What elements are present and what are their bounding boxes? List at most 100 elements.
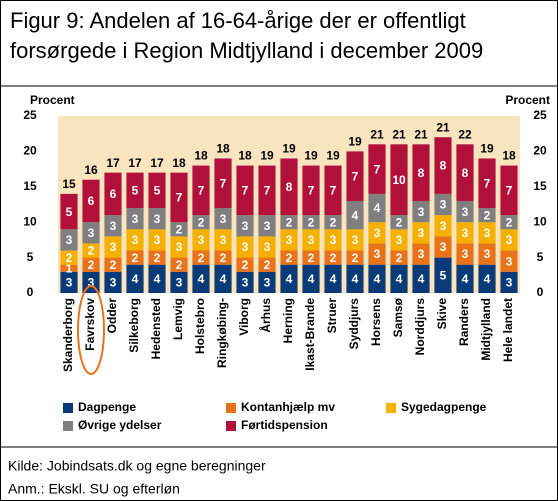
bar-segment: [236, 165, 254, 216]
bar-segment: [346, 151, 364, 201]
bar-segment: [412, 200, 430, 223]
x-tick-label: Randers: [457, 298, 471, 346]
value-label: 3: [506, 276, 513, 290]
legend-swatch: [63, 421, 73, 431]
bar-segment: [82, 243, 100, 258]
y-tick-label: 20: [23, 144, 37, 158]
bar-segment: [104, 257, 122, 272]
value-label: 2: [220, 251, 227, 265]
value-label: 7: [308, 184, 315, 198]
bar-segment: [280, 158, 298, 216]
value-label: 4: [352, 272, 359, 286]
bar-segment: [456, 264, 474, 293]
bar-segment: [500, 229, 518, 251]
total-label: 21: [392, 127, 406, 141]
bar-segment: [500, 271, 518, 293]
bar-segment: [500, 165, 518, 216]
value-label: 2: [308, 251, 315, 265]
x-tick-label: Århus: [258, 298, 273, 333]
bar-segment: [346, 264, 364, 293]
value-label: 2: [154, 251, 161, 265]
value-label: 2: [286, 251, 293, 265]
bar-segment: [258, 271, 276, 293]
value-label: 3: [264, 240, 271, 254]
bar-segment: [456, 200, 474, 223]
value-label: 3: [418, 226, 425, 240]
value-label: 3: [132, 212, 139, 226]
value-label: 4: [396, 272, 403, 286]
bar-segment: [368, 264, 386, 293]
value-label: 3: [484, 226, 491, 240]
value-label: 3: [374, 226, 381, 240]
y-axis-label: Procent: [30, 93, 75, 107]
chart-title: forsørgede i Region Midtjylland i decemb…: [10, 38, 483, 63]
bar-segment: [280, 215, 298, 230]
y2-tick-label: 0: [537, 285, 544, 299]
bar-segment: [60, 250, 78, 265]
bar-segment: [60, 229, 78, 251]
value-label: 8: [286, 180, 293, 194]
bar-segment: [434, 137, 452, 194]
bar-segment: [412, 243, 430, 265]
value-label: 3: [154, 233, 161, 247]
bar-segment: [500, 215, 518, 230]
bar-segment: [324, 215, 342, 230]
bar-segment: [434, 257, 452, 293]
value-label: 7: [220, 176, 227, 190]
total-label: 17: [128, 156, 142, 170]
x-tick-label: Ikast-Brande: [303, 298, 317, 371]
value-label: 2: [88, 244, 95, 258]
x-tick-label: Favrskov: [83, 298, 97, 351]
source: Kilde: Jobindsats.dk og egne beregninger: [8, 458, 266, 474]
bar-segment: [478, 208, 496, 223]
value-label: 3: [374, 247, 381, 261]
bar-segment: [456, 243, 474, 265]
bar-segment: [82, 179, 100, 223]
value-label: 3: [242, 240, 249, 254]
value-label: 3: [220, 233, 227, 247]
value-label: 5: [154, 184, 161, 198]
value-label: 2: [66, 251, 73, 265]
value-label: 3: [88, 226, 95, 240]
value-label: 7: [176, 191, 183, 205]
bar-segment: [302, 165, 320, 216]
value-label: 4: [352, 208, 359, 222]
x-tick-label: Viborg: [237, 298, 251, 336]
total-label: 19: [326, 149, 340, 163]
bar-segment: [170, 236, 188, 258]
value-label: 3: [176, 276, 183, 290]
bar-segment: [390, 264, 408, 293]
bar-segment: [192, 250, 210, 265]
value-label: 4: [330, 272, 337, 286]
x-tick-label: Struer: [325, 298, 339, 334]
value-label: 2: [352, 251, 359, 265]
bar-segment: [434, 193, 452, 216]
bar-segment: [148, 172, 166, 209]
bar-segment: [258, 236, 276, 258]
bar-segment: [500, 250, 518, 272]
legend-label: Dagpenge: [78, 400, 136, 414]
value-label: 4: [374, 272, 381, 286]
value-label: 3: [154, 212, 161, 226]
y2-tick-label: 15: [533, 179, 547, 193]
value-label: 3: [396, 233, 403, 247]
value-label: 5: [66, 205, 73, 219]
value-label: 3: [330, 233, 337, 247]
y2-tick-label: 20: [533, 144, 547, 158]
y-tick-label: 10: [23, 214, 37, 228]
bar-segment: [346, 229, 364, 251]
value-label: 5: [132, 184, 139, 198]
total-label: 21: [414, 127, 428, 141]
bar-segment: [236, 236, 254, 258]
x-tick-label: Silkeborg: [127, 298, 141, 353]
bar-segment: [126, 229, 144, 251]
value-label: 2: [484, 208, 491, 222]
value-label: 7: [484, 176, 491, 190]
value-label: 2: [396, 215, 403, 229]
value-label: 2: [176, 222, 183, 236]
value-label: 7: [506, 184, 513, 198]
bar-segment: [82, 257, 100, 272]
x-tick-label: Lemvig: [171, 298, 185, 340]
bar-segment: [214, 250, 232, 265]
